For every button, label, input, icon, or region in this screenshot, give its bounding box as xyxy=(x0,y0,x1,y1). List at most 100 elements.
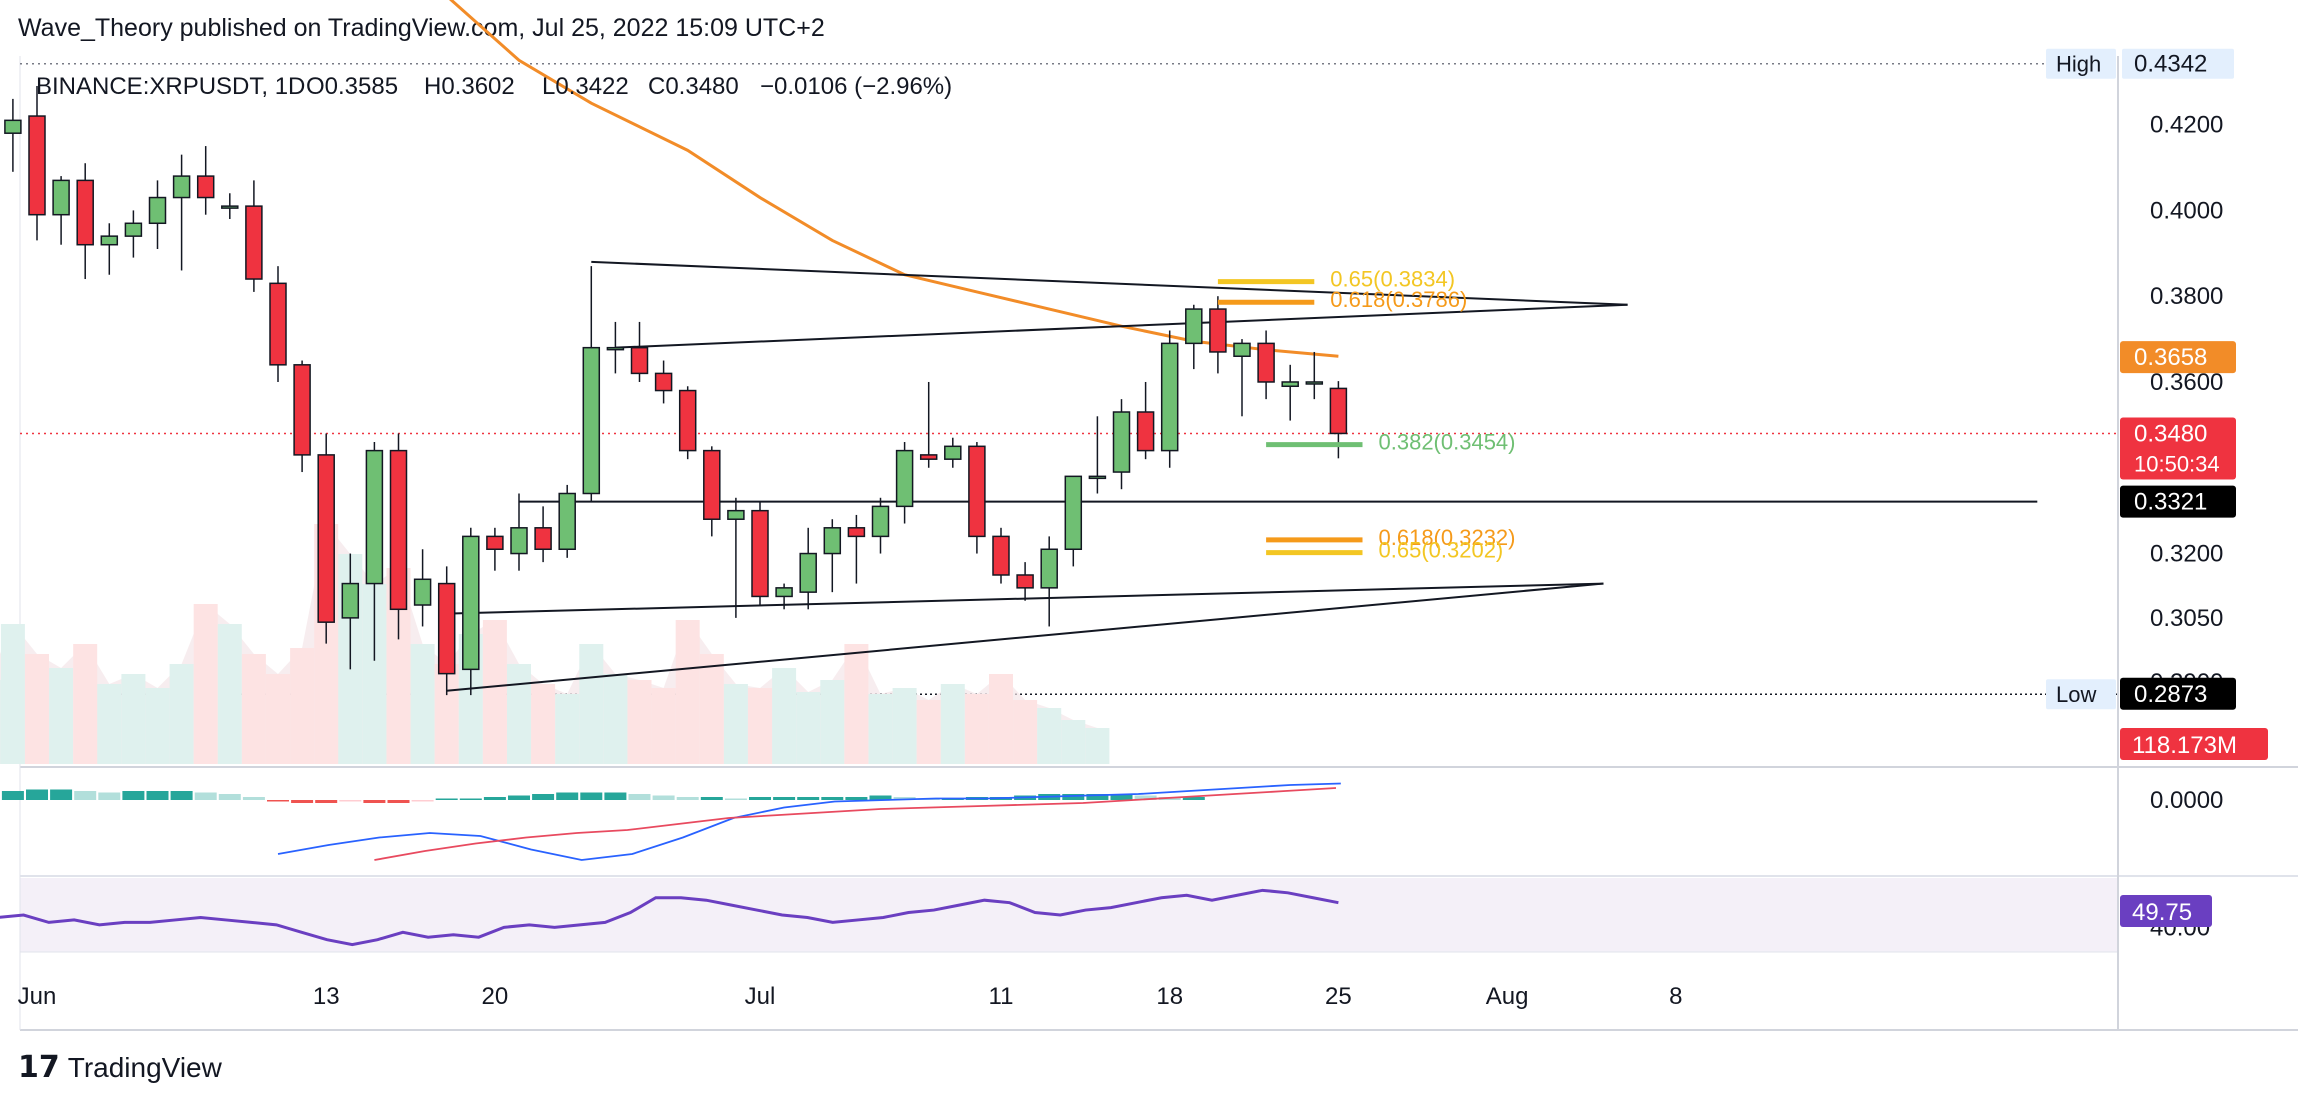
candle-body xyxy=(413,578,432,606)
candle[interactable] xyxy=(245,180,263,292)
candle[interactable] xyxy=(4,98,22,172)
macd-hist-bar xyxy=(628,794,651,800)
candle[interactable] xyxy=(534,506,552,563)
candle[interactable] xyxy=(895,442,914,524)
candle[interactable] xyxy=(727,497,745,618)
macd-hist-bar xyxy=(218,794,241,800)
candle[interactable] xyxy=(269,266,287,382)
macd-hist-bar xyxy=(146,791,169,800)
candle-body xyxy=(823,527,842,555)
low-badge-tag xyxy=(2046,679,2116,710)
candle[interactable] xyxy=(968,442,986,554)
macd-hist-bar xyxy=(676,797,699,800)
price-label-value: 0.3321 xyxy=(2134,489,2207,516)
candle-body xyxy=(1088,475,1107,480)
candle[interactable] xyxy=(1185,304,1203,370)
candle[interactable] xyxy=(389,433,408,640)
candle[interactable] xyxy=(1112,399,1131,490)
candle-body xyxy=(1040,548,1058,589)
macd-hist-bar xyxy=(845,797,868,800)
candle[interactable] xyxy=(172,154,191,271)
triangle-lower-b[interactable] xyxy=(446,582,1604,692)
volume-bar xyxy=(1037,708,1062,764)
volume-bar xyxy=(699,654,724,764)
candle[interactable] xyxy=(76,163,94,280)
candle[interactable] xyxy=(654,360,673,404)
candle[interactable] xyxy=(221,193,239,219)
ohlc-value: BINANCE:XRPUSDT, 1D xyxy=(36,73,305,100)
candle-body xyxy=(1329,387,1348,435)
candle[interactable] xyxy=(1136,381,1155,460)
candle[interactable] xyxy=(1088,416,1107,494)
candle[interactable] xyxy=(1064,475,1083,567)
triangle-upper-a[interactable] xyxy=(591,260,1628,306)
countdown-label: 10:50:34 xyxy=(2134,451,2220,476)
candle[interactable] xyxy=(1160,330,1179,468)
candle[interactable] xyxy=(558,484,576,558)
candle-body xyxy=(76,179,94,246)
candle[interactable] xyxy=(1233,339,1251,417)
candle[interactable] xyxy=(871,497,890,554)
candle-body xyxy=(100,235,119,246)
candle[interactable] xyxy=(823,519,842,593)
candle[interactable] xyxy=(944,437,962,468)
candle[interactable] xyxy=(196,146,215,215)
macd-zero-label: 0.0000 xyxy=(2150,787,2223,814)
macd-hist-bar xyxy=(411,800,434,802)
candle[interactable] xyxy=(413,549,432,627)
volume-bar xyxy=(748,688,772,764)
candle[interactable] xyxy=(992,527,1010,584)
candle[interactable] xyxy=(1329,381,1348,459)
price-label-value: 0.2873 xyxy=(2134,681,2207,708)
macd-hist-bar xyxy=(797,797,820,800)
macd-hist-bar xyxy=(459,798,482,800)
candle[interactable] xyxy=(293,360,311,473)
candle[interactable] xyxy=(486,527,504,571)
volume-label-box xyxy=(2120,728,2268,760)
candle[interactable] xyxy=(630,321,649,382)
candle[interactable] xyxy=(799,527,817,610)
candle[interactable] xyxy=(678,386,697,460)
time-axis-label: Jul xyxy=(745,983,776,1010)
candle[interactable] xyxy=(100,223,119,275)
tradingview-logo[interactable]: 17 TradingView xyxy=(18,1050,222,1085)
candle[interactable] xyxy=(1257,330,1275,400)
candle[interactable] xyxy=(462,527,480,696)
volume-bar xyxy=(121,674,146,764)
candle[interactable] xyxy=(582,266,601,503)
macd-hist-bar xyxy=(893,797,916,800)
candle[interactable] xyxy=(317,433,335,644)
candle[interactable] xyxy=(1209,296,1227,374)
candle-body xyxy=(52,179,70,216)
candle[interactable] xyxy=(341,553,360,670)
triangle-upper-b[interactable] xyxy=(615,303,1628,349)
candle[interactable] xyxy=(52,176,70,245)
candle-body xyxy=(269,282,287,366)
high-badge-label: High xyxy=(2056,52,2101,77)
candle[interactable] xyxy=(606,321,625,374)
volume-bar xyxy=(73,644,98,764)
candle[interactable] xyxy=(437,566,456,696)
candle[interactable] xyxy=(847,514,866,584)
candle[interactable] xyxy=(28,86,46,241)
volume-bar xyxy=(0,624,25,764)
macd-hist-bar xyxy=(194,792,217,800)
candle[interactable] xyxy=(703,446,721,537)
symbol-ohlc: BINANCE:XRPUSDT, 1D O0.3585 H0.3602 L0.3422… xyxy=(36,73,952,100)
candle[interactable] xyxy=(1016,562,1034,601)
candle[interactable] xyxy=(1305,351,1324,400)
candle[interactable] xyxy=(1281,364,1299,421)
candle[interactable] xyxy=(148,180,167,250)
candle-body xyxy=(148,196,167,225)
candle[interactable] xyxy=(365,442,384,661)
candle-body xyxy=(1016,574,1034,589)
candle[interactable] xyxy=(751,502,769,606)
candle[interactable] xyxy=(919,381,938,468)
candle[interactable] xyxy=(510,493,528,571)
volume-bar xyxy=(1085,728,1110,764)
candle[interactable] xyxy=(1040,536,1058,627)
candle[interactable] xyxy=(775,583,793,610)
candle[interactable] xyxy=(124,210,143,258)
candle-body xyxy=(1281,381,1299,388)
